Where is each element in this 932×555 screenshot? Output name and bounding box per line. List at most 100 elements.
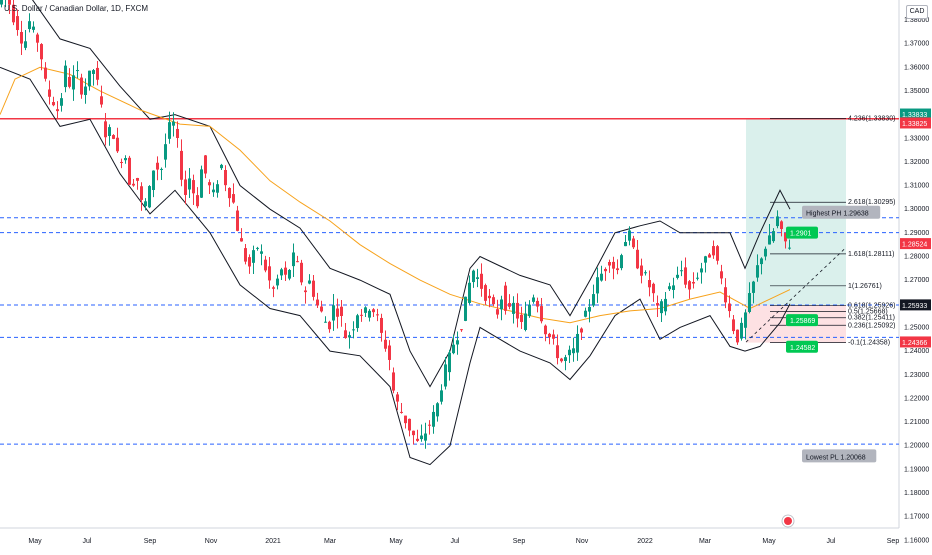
candle-body xyxy=(712,246,715,256)
fib-label-4: 0.618(1.25926) xyxy=(848,303,895,310)
y-tick-label: 1.24000 xyxy=(904,348,929,355)
y-tick-label: 1.27000 xyxy=(904,277,929,284)
candle-body xyxy=(44,67,47,79)
y-tick-label: 1.18000 xyxy=(904,490,929,497)
candle-body xyxy=(340,306,343,317)
candle-body xyxy=(784,232,787,242)
x-tick-label: Nov xyxy=(576,538,589,545)
candle-body xyxy=(256,247,259,249)
candle-body xyxy=(284,267,287,275)
candle-body xyxy=(212,189,215,193)
candle-body xyxy=(48,89,51,97)
candle-body xyxy=(320,306,323,312)
candle-body xyxy=(248,257,251,267)
axis-tag-1 xyxy=(900,117,931,129)
fib-label-7: 0.236(1.25092) xyxy=(848,322,895,329)
bollinger-lower xyxy=(0,66,791,466)
candle-body xyxy=(744,312,747,328)
candle-body xyxy=(164,144,167,160)
candle-body xyxy=(724,287,727,303)
candle-body xyxy=(124,158,127,161)
candle-body xyxy=(72,75,75,90)
candle-body xyxy=(396,394,399,402)
candle-body xyxy=(552,334,555,339)
candle-body xyxy=(528,304,531,317)
candle-body xyxy=(788,247,791,249)
candle-body xyxy=(524,313,527,330)
candle-body xyxy=(304,290,307,293)
candle-body xyxy=(608,261,611,266)
candle-body xyxy=(140,186,143,200)
position-tag-text-0: 1.2901 xyxy=(790,231,812,238)
candle-body xyxy=(92,70,95,74)
candle-body xyxy=(596,277,599,294)
candle-body xyxy=(448,352,451,373)
candle-body xyxy=(196,195,199,207)
candle-body xyxy=(316,299,319,306)
candle-body xyxy=(288,269,291,279)
candle-body xyxy=(348,335,351,338)
y-tick-label: 1.16000 xyxy=(904,537,929,544)
y-tick-label: 1.20000 xyxy=(904,443,929,450)
candle-body xyxy=(748,293,751,312)
candle-body xyxy=(60,98,63,106)
x-tick-label: Nov xyxy=(205,538,218,545)
candle-body xyxy=(704,256,707,263)
axis-tag-0 xyxy=(900,108,931,120)
y-tick-label: 1.28000 xyxy=(904,254,929,261)
candle-body xyxy=(144,201,147,207)
candle-body xyxy=(128,157,131,185)
x-tick-label: Sep xyxy=(887,538,900,545)
x-tick-label: Jul xyxy=(83,538,92,545)
candle-body xyxy=(584,310,587,317)
candle-body xyxy=(492,297,495,305)
axis-tag-text-2: 1.28524 xyxy=(902,242,927,249)
candle-body xyxy=(36,34,39,43)
candle-body xyxy=(580,328,583,333)
candle-body xyxy=(716,246,719,261)
y-tick-label: 1.25000 xyxy=(904,324,929,331)
x-tick-label: Sep xyxy=(513,538,526,545)
axis-tag-4 xyxy=(900,336,931,348)
candle-body xyxy=(516,302,519,319)
candle-body xyxy=(192,180,195,194)
candle-body xyxy=(576,333,579,353)
candle-body xyxy=(12,4,15,23)
candle-body xyxy=(8,0,11,5)
candle-body xyxy=(52,102,55,106)
candle-body xyxy=(700,268,703,273)
candle-body xyxy=(252,250,255,263)
candle-body xyxy=(308,280,311,284)
candle-body xyxy=(0,0,3,5)
currency-badge[interactable]: CAD xyxy=(906,5,928,19)
candle-body xyxy=(536,300,539,307)
candle-body xyxy=(692,282,695,284)
candle-body xyxy=(408,418,411,431)
candle-body xyxy=(436,403,439,417)
candle-body xyxy=(216,184,219,193)
candle-body xyxy=(400,411,403,413)
candle-body xyxy=(136,177,139,181)
annotation-text-1: Lowest PL 1.20068 xyxy=(806,454,866,461)
candle-body xyxy=(120,161,123,163)
candle-body xyxy=(624,242,627,247)
candle-body xyxy=(108,127,111,136)
candle-body xyxy=(532,297,535,302)
candle-body xyxy=(664,298,667,312)
candle-body xyxy=(204,155,207,174)
candle-body xyxy=(28,21,31,30)
candle-body xyxy=(656,303,659,306)
candle-body xyxy=(604,268,607,272)
candle-body xyxy=(460,329,463,331)
candle-body xyxy=(332,305,335,321)
candle-body xyxy=(684,267,687,285)
candle-body xyxy=(360,314,363,316)
y-tick-label: 1.32000 xyxy=(904,159,929,166)
candle-body xyxy=(324,321,327,323)
candle-body xyxy=(152,170,155,191)
candle-body xyxy=(676,274,679,278)
fib-label-0: 4.236(1.33830) xyxy=(848,116,895,123)
y-tick-label: 1.37000 xyxy=(904,41,929,48)
